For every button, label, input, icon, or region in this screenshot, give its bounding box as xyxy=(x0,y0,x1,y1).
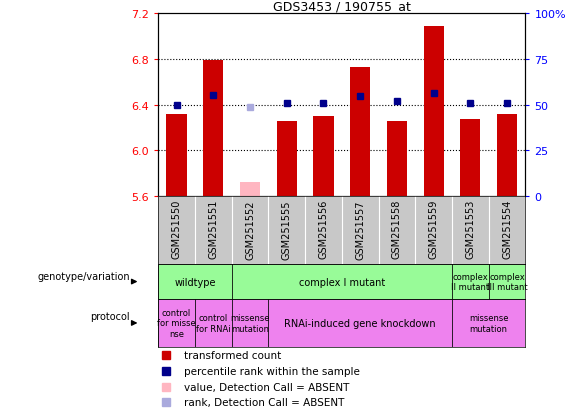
Bar xyxy=(167,114,186,196)
Text: complex I mutant: complex I mutant xyxy=(299,277,385,287)
Text: control
for RNAi: control for RNAi xyxy=(196,313,231,333)
Bar xyxy=(158,264,232,299)
Text: GSM251550: GSM251550 xyxy=(172,199,181,259)
Bar xyxy=(387,121,407,196)
Bar xyxy=(460,120,480,196)
Bar xyxy=(452,264,489,299)
Text: rank, Detection Call = ABSENT: rank, Detection Call = ABSENT xyxy=(184,397,344,407)
Text: missense
mutation: missense mutation xyxy=(231,313,270,333)
Bar xyxy=(350,68,370,196)
Bar xyxy=(195,299,232,347)
Text: value, Detection Call = ABSENT: value, Detection Call = ABSENT xyxy=(184,382,349,392)
Text: GSM251551: GSM251551 xyxy=(208,199,218,259)
Bar xyxy=(277,121,297,196)
Text: missense
mutation: missense mutation xyxy=(469,313,508,333)
Bar xyxy=(314,116,333,196)
Text: GSM251552: GSM251552 xyxy=(245,199,255,259)
Bar xyxy=(203,61,223,196)
Text: protocol: protocol xyxy=(90,311,130,321)
Bar xyxy=(232,264,452,299)
Bar xyxy=(489,264,525,299)
Bar xyxy=(232,299,268,347)
Text: GSM251553: GSM251553 xyxy=(466,199,475,259)
Text: GSM251557: GSM251557 xyxy=(355,199,365,259)
Text: GSM251559: GSM251559 xyxy=(429,199,438,259)
Bar xyxy=(452,299,525,347)
Bar xyxy=(497,114,517,196)
Text: wildtype: wildtype xyxy=(174,277,216,287)
Text: complex
II mutant: complex II mutant xyxy=(451,272,489,292)
Text: GSM251556: GSM251556 xyxy=(319,199,328,259)
Bar xyxy=(158,299,195,347)
Text: GSM251555: GSM251555 xyxy=(282,199,292,259)
Text: percentile rank within the sample: percentile rank within the sample xyxy=(184,366,360,376)
Text: GSM251558: GSM251558 xyxy=(392,199,402,259)
Text: GSM251554: GSM251554 xyxy=(502,199,512,259)
Text: control
for misse
nse: control for misse nse xyxy=(157,309,196,338)
Text: RNAi-induced gene knockdown: RNAi-induced gene knockdown xyxy=(284,318,436,328)
Text: complex
III mutant: complex III mutant xyxy=(487,272,527,292)
Bar xyxy=(240,183,260,196)
Text: genotype/variation: genotype/variation xyxy=(37,272,130,282)
Bar xyxy=(424,27,444,196)
Title: GDS3453 / 190755_at: GDS3453 / 190755_at xyxy=(273,0,411,13)
Text: transformed count: transformed count xyxy=(184,350,281,360)
Bar xyxy=(268,299,452,347)
